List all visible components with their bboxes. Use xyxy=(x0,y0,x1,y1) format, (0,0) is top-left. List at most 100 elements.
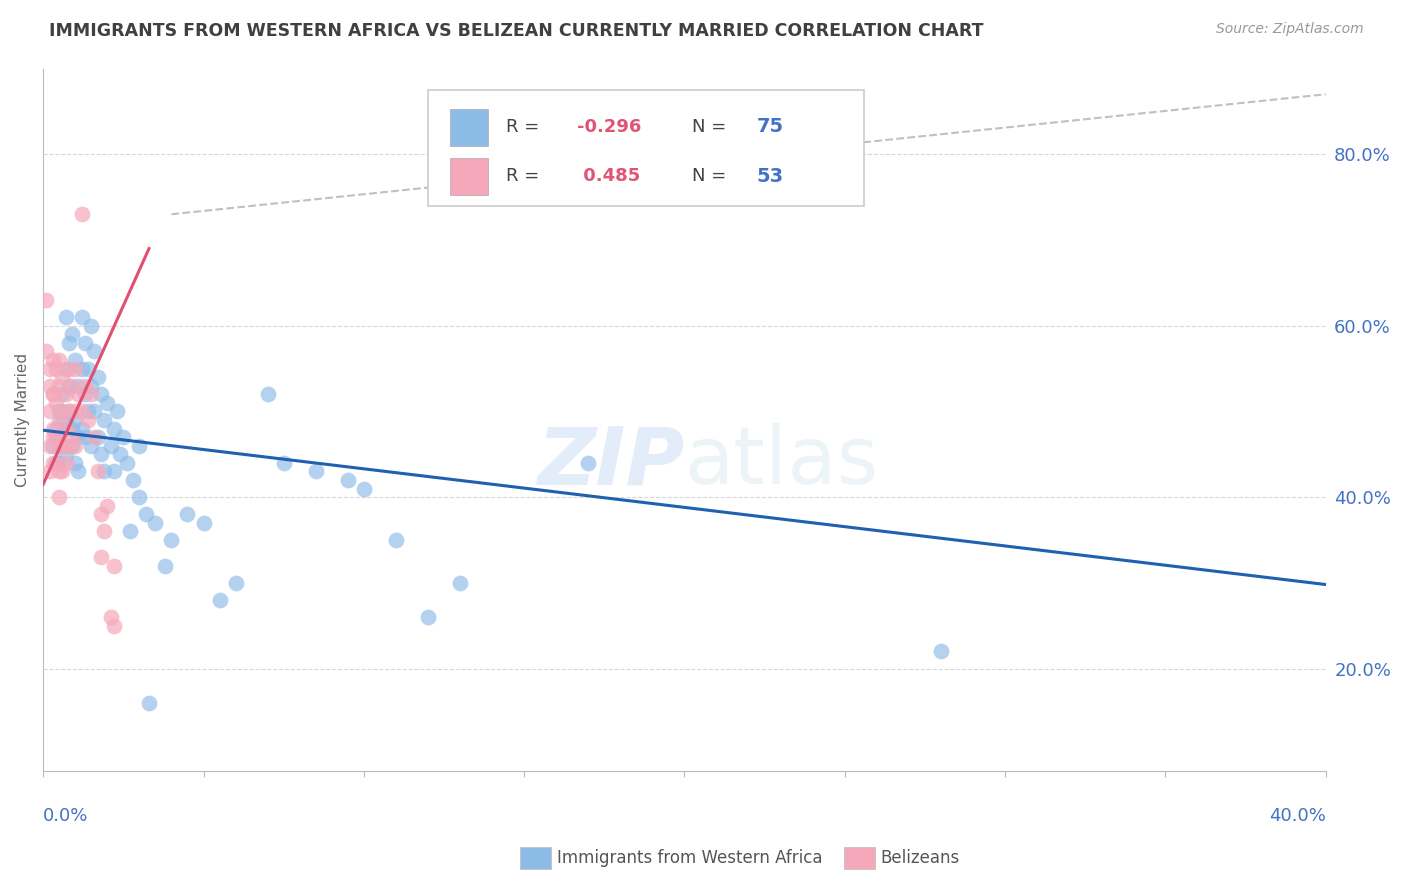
Point xyxy=(38,464,60,478)
Text: N =: N = xyxy=(692,118,733,136)
Point xyxy=(70,361,93,376)
Text: Immigrants from Western Africa: Immigrants from Western Africa xyxy=(557,849,823,867)
Point xyxy=(449,575,471,590)
Point xyxy=(35,344,58,359)
Text: N =: N = xyxy=(692,167,733,185)
Point xyxy=(55,421,77,435)
Point xyxy=(51,439,73,453)
Point xyxy=(42,430,65,444)
Point xyxy=(135,508,157,522)
Point xyxy=(51,464,73,478)
Text: ZIP: ZIP xyxy=(537,423,685,501)
Point xyxy=(58,404,80,418)
Point xyxy=(225,575,247,590)
Text: 40.0%: 40.0% xyxy=(1270,806,1326,824)
Text: 75: 75 xyxy=(756,118,783,136)
Point xyxy=(86,464,108,478)
Point xyxy=(60,327,83,342)
Point xyxy=(73,335,96,350)
Point xyxy=(929,644,952,658)
Point xyxy=(108,447,131,461)
Point xyxy=(80,387,103,401)
Point xyxy=(48,439,70,453)
Point xyxy=(65,413,87,427)
Point xyxy=(48,404,70,418)
Point xyxy=(58,404,80,418)
Point xyxy=(45,456,67,470)
Point xyxy=(96,499,118,513)
Point xyxy=(58,439,80,453)
Point xyxy=(48,378,70,392)
Point xyxy=(160,533,183,547)
Point xyxy=(176,508,198,522)
Point xyxy=(208,593,231,607)
Point xyxy=(122,473,145,487)
Point xyxy=(60,378,83,392)
Point xyxy=(80,439,103,453)
Point xyxy=(70,404,93,418)
Point xyxy=(67,387,90,401)
Text: R =: R = xyxy=(506,167,546,185)
Point xyxy=(86,430,108,444)
Point xyxy=(416,610,439,624)
Text: 0.485: 0.485 xyxy=(576,167,640,185)
Text: atlas: atlas xyxy=(685,423,879,501)
Point xyxy=(38,361,60,376)
Point xyxy=(48,413,70,427)
Point xyxy=(103,618,125,632)
Point xyxy=(65,456,87,470)
Point xyxy=(60,421,83,435)
Point xyxy=(48,464,70,478)
Point xyxy=(138,696,160,710)
Point xyxy=(105,404,128,418)
Point xyxy=(128,490,150,504)
Point xyxy=(42,353,65,368)
Point xyxy=(65,439,87,453)
FancyBboxPatch shape xyxy=(427,89,865,205)
Point xyxy=(93,413,115,427)
Point xyxy=(65,353,87,368)
Point xyxy=(58,335,80,350)
Point xyxy=(38,378,60,392)
Point xyxy=(60,430,83,444)
Point xyxy=(58,361,80,376)
Point xyxy=(86,370,108,384)
Point xyxy=(77,404,100,418)
Point xyxy=(45,421,67,435)
Point xyxy=(55,310,77,324)
Text: R =: R = xyxy=(506,118,546,136)
Point xyxy=(67,430,90,444)
Point xyxy=(51,404,73,418)
Point xyxy=(48,430,70,444)
Point xyxy=(93,524,115,539)
Point xyxy=(55,447,77,461)
Text: Source: ZipAtlas.com: Source: ZipAtlas.com xyxy=(1216,22,1364,37)
Point xyxy=(38,439,60,453)
Point xyxy=(51,387,73,401)
Point xyxy=(70,421,93,435)
FancyBboxPatch shape xyxy=(450,110,488,145)
Point xyxy=(42,387,65,401)
Point xyxy=(145,516,167,530)
Point xyxy=(112,430,135,444)
Point xyxy=(51,439,73,453)
Point xyxy=(118,524,141,539)
Point xyxy=(48,490,70,504)
Point xyxy=(576,456,599,470)
Point xyxy=(103,464,125,478)
Point xyxy=(65,404,87,418)
Point xyxy=(45,456,67,470)
Point xyxy=(273,456,295,470)
Point xyxy=(42,439,65,453)
Point xyxy=(42,387,65,401)
Point xyxy=(305,464,328,478)
Point xyxy=(67,378,90,392)
Point xyxy=(153,558,176,573)
Point xyxy=(67,464,90,478)
Point xyxy=(103,421,125,435)
Point xyxy=(51,370,73,384)
Text: IMMIGRANTS FROM WESTERN AFRICA VS BELIZEAN CURRENTLY MARRIED CORRELATION CHART: IMMIGRANTS FROM WESTERN AFRICA VS BELIZE… xyxy=(49,22,984,40)
Point xyxy=(55,387,77,401)
Point xyxy=(80,378,103,392)
Point xyxy=(45,361,67,376)
